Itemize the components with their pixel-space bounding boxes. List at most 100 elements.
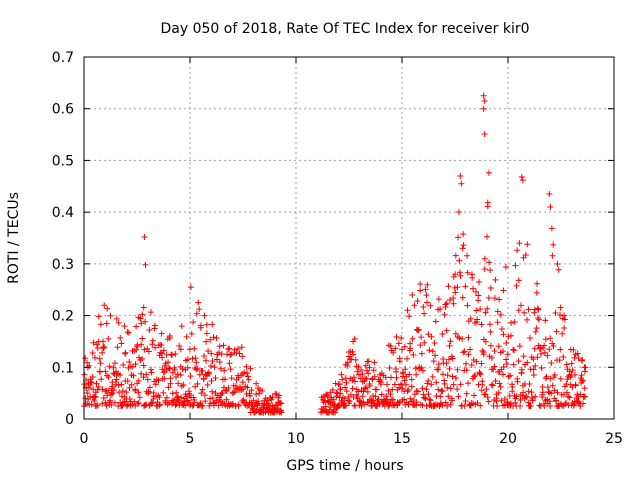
data-point (165, 359, 172, 366)
data-point (359, 393, 366, 400)
data-point (494, 403, 501, 410)
data-point (546, 191, 553, 198)
data-point (575, 355, 582, 362)
data-point (516, 240, 523, 247)
data-point (177, 346, 184, 353)
data-point (165, 399, 172, 406)
data-point (142, 261, 149, 268)
data-point (197, 322, 204, 329)
data-point (485, 169, 492, 176)
data-point (581, 368, 588, 375)
data-point (349, 348, 356, 355)
data-point (235, 401, 242, 408)
data-point (481, 131, 488, 138)
data-point (467, 346, 474, 353)
data-point (424, 299, 431, 306)
data-point (510, 361, 517, 368)
data-point (442, 399, 449, 406)
data-point (489, 382, 496, 389)
data-point (547, 335, 554, 342)
data-point (437, 306, 444, 313)
data-point (555, 266, 562, 273)
data-point (418, 334, 425, 341)
data-point (195, 299, 202, 306)
data-point (253, 401, 260, 408)
data-point (539, 389, 546, 396)
data-point (511, 319, 518, 326)
data-point (329, 386, 336, 393)
data-point (551, 371, 558, 378)
data-point (173, 389, 180, 396)
data-point (342, 402, 349, 409)
data-point (419, 402, 426, 409)
data-point (481, 391, 488, 398)
data-point (208, 350, 215, 357)
data-point (140, 304, 147, 311)
data-point (343, 379, 350, 386)
data-point (208, 362, 215, 369)
data-point (206, 402, 213, 409)
data-point (535, 306, 542, 313)
data-point (104, 305, 111, 312)
data-point (109, 383, 116, 390)
y-tick-label: 0.6 (52, 102, 74, 118)
data-point (487, 328, 494, 335)
data-point (421, 310, 428, 317)
y-tick-label: 0.3 (52, 257, 74, 273)
data-point (407, 340, 414, 347)
data-point (481, 266, 488, 273)
data-point (84, 389, 91, 396)
data-point (557, 346, 564, 353)
data-point (487, 267, 494, 274)
data-point (488, 381, 495, 388)
data-point (570, 401, 577, 408)
data-point (556, 357, 563, 364)
data-point (463, 367, 470, 374)
data-point (535, 316, 542, 323)
data-point (199, 386, 206, 393)
data-point (205, 347, 212, 354)
data-point (333, 393, 340, 400)
data-point (355, 363, 362, 370)
data-point (465, 334, 472, 341)
data-point (455, 209, 462, 216)
data-point (337, 386, 344, 393)
data-point (538, 365, 545, 372)
plot-area (84, 57, 614, 419)
data-point (532, 362, 539, 369)
data-point (547, 203, 554, 210)
data-point (520, 389, 527, 396)
data-point (345, 397, 352, 404)
data-point (439, 402, 446, 409)
data-point (477, 306, 484, 313)
data-point (322, 403, 329, 410)
data-point (111, 360, 118, 367)
data-point (494, 308, 501, 315)
data-point (457, 272, 464, 279)
plot-frame (83, 56, 615, 420)
data-point (215, 349, 222, 356)
data-point (236, 350, 243, 357)
data-point (429, 348, 436, 355)
data-point (190, 319, 197, 326)
data-point (557, 311, 564, 318)
data-point (408, 376, 415, 383)
data-point (91, 354, 98, 361)
data-point (371, 359, 378, 366)
data-point (494, 319, 501, 326)
data-point (150, 395, 157, 402)
data-point (571, 371, 578, 378)
data-point (548, 225, 555, 232)
data-point (118, 381, 125, 388)
data-point (349, 377, 356, 384)
data-point (404, 355, 411, 362)
data-point (166, 333, 173, 340)
data-point (517, 403, 524, 410)
data-point (216, 359, 223, 366)
data-point (143, 401, 150, 408)
data-point (99, 400, 106, 407)
data-point (212, 374, 219, 381)
data-point (167, 375, 174, 382)
data-point (179, 365, 186, 372)
data-point (213, 335, 220, 342)
